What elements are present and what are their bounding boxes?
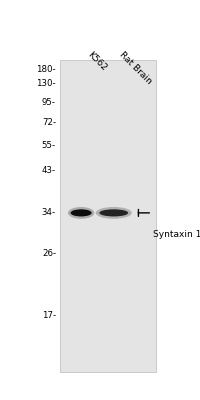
Text: 17-: 17- — [42, 311, 56, 320]
Text: 55-: 55- — [42, 141, 56, 150]
Text: 95-: 95- — [42, 98, 56, 107]
Text: 72-: 72- — [42, 118, 56, 127]
Text: K562: K562 — [86, 50, 109, 72]
Text: 34-: 34- — [42, 208, 56, 217]
Text: Rat Brain: Rat Brain — [118, 50, 153, 86]
Text: Syntaxin 16: Syntaxin 16 — [153, 230, 200, 239]
Text: 43-: 43- — [42, 166, 56, 175]
Ellipse shape — [68, 207, 94, 219]
Bar — [60, 60, 156, 372]
Ellipse shape — [99, 209, 128, 216]
Text: 180-: 180- — [36, 65, 56, 74]
Text: 26-: 26- — [42, 249, 56, 258]
Ellipse shape — [96, 207, 132, 219]
Ellipse shape — [71, 209, 92, 216]
Text: 130-: 130- — [36, 79, 56, 88]
